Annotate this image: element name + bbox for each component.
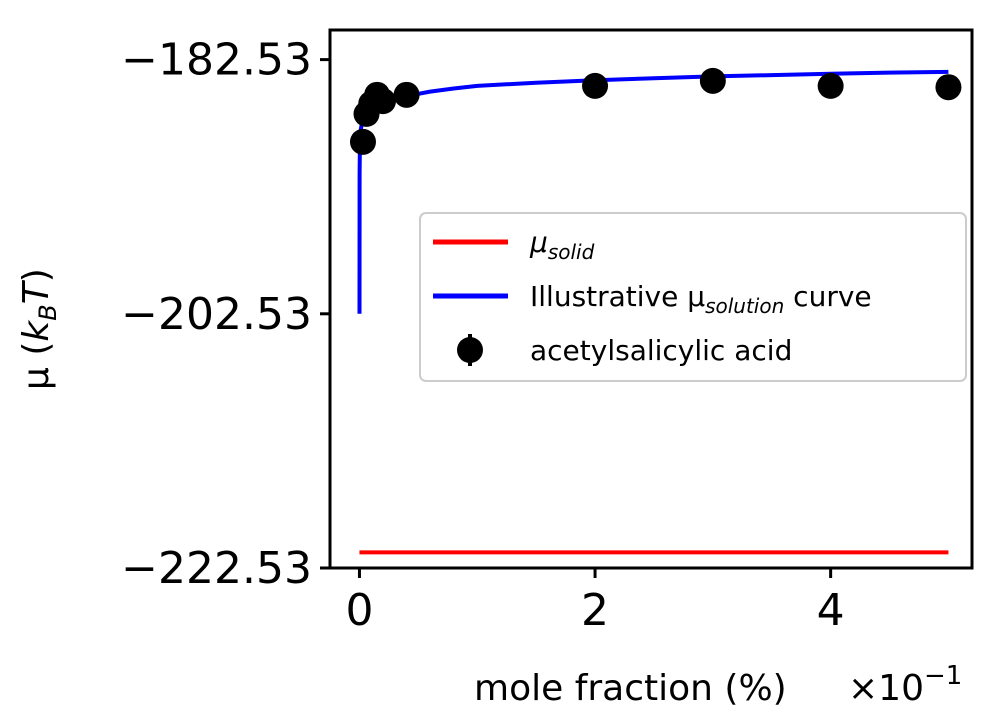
mu-solution-curve (357, 69, 949, 314)
plot-area (349, 67, 962, 555)
data-point (370, 88, 397, 115)
plot-frame (328, 28, 974, 570)
legend-solid-label: μsolid (529, 226, 595, 264)
data-point (817, 72, 844, 99)
x-axis-label: mole fraction (%) (474, 668, 787, 709)
legend-box (419, 212, 967, 382)
legend: μsolid Illustrative μsolution curve acet… (419, 212, 967, 382)
y-axis-label: μ (kBT) (16, 268, 62, 390)
y-axis: −222.53 −202.53 −182.53 (121, 35, 330, 594)
y-tick-label: −202.53 (121, 289, 312, 340)
x-tick-label: 0 (345, 585, 373, 636)
x-axis-label-text: mole fraction (%) (474, 668, 787, 709)
x-axis: 0 2 4 (345, 568, 845, 636)
x-tick-label: 2 (581, 585, 609, 636)
y-tick-label: −222.53 (121, 543, 312, 594)
legend-points-label: acetylsalicylic acid (530, 334, 792, 367)
data-point (699, 67, 726, 94)
x-tick-label: 4 (817, 585, 845, 636)
data-point (393, 81, 420, 108)
data-point (582, 72, 609, 99)
legend-curve-label: Illustrative μsolution curve (530, 280, 872, 318)
y-tick-label: −182.53 (121, 35, 312, 86)
data-point (935, 74, 962, 101)
x-axis-multiplier: ×10−1 (848, 661, 962, 709)
data-point (349, 128, 376, 155)
